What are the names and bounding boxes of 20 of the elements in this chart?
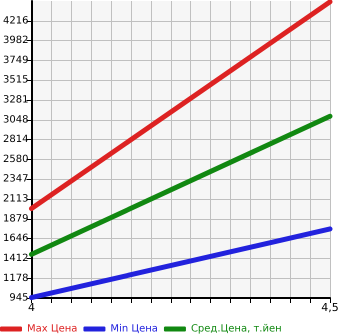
y-tick-label: 2580 [2,154,28,165]
y-tick-label: 1879 [2,213,28,224]
y-tick-label: 3281 [2,94,28,106]
legend-label: Max Цена [27,324,78,334]
y-tick-label: 3048 [2,114,28,126]
y-tick-label: 1412 [2,252,28,264]
y-tick-label: 2113 [2,194,28,205]
y-tick-label: 3515 [2,74,28,86]
y-tick-label: 4216 [2,15,28,26]
y-tick-label: 1646 [2,233,28,244]
legend-label: Сред.Цена, т.йен [190,324,282,334]
y-tick-label: 1178 [2,272,28,284]
legend-label: Min Цена [110,324,158,334]
y-tick-label: 3982 [2,35,28,46]
x-tick-label: 4,5 [321,301,339,314]
y-tick-label: 2814 [2,134,28,146]
y-tick-label: 945 [9,292,28,304]
y-tick-label: 2347 [2,174,28,185]
y-tick-label: 3749 [2,54,28,66]
x-tick-label: 4 [28,301,35,314]
